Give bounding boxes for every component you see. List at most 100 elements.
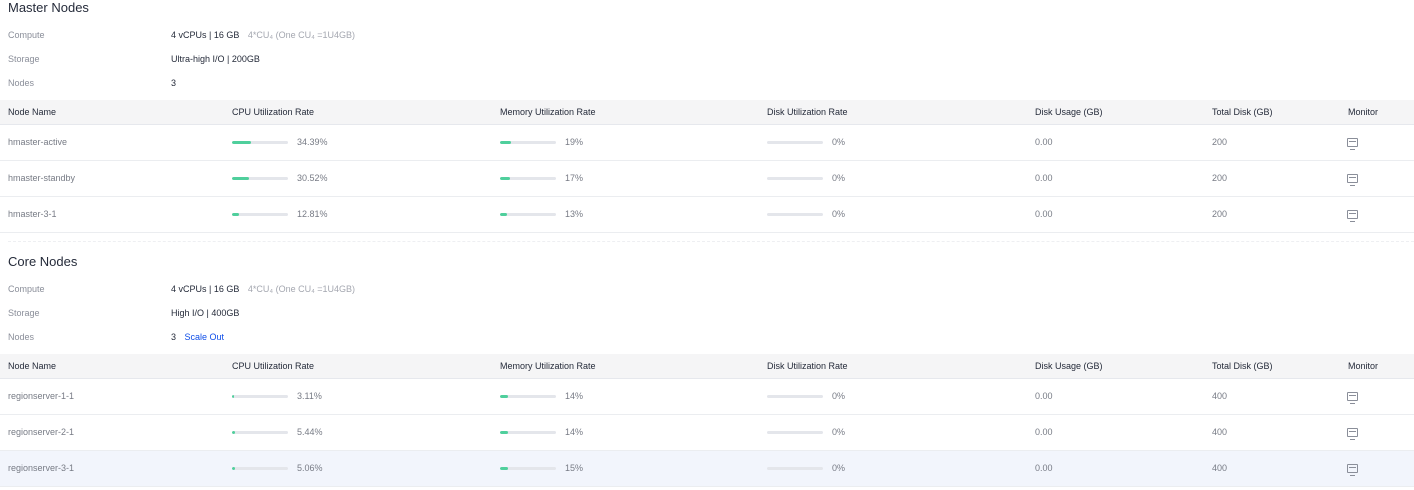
disk-usage-value: 0.00 [1035, 391, 1053, 401]
memory-rate-value: 13% [565, 209, 584, 219]
memory-progress-bar [500, 431, 556, 434]
disk-usage-value: 0.00 [1035, 209, 1053, 219]
master-compute-note: 4*CU₄ (One CU₄ =1U4GB) [247, 30, 356, 40]
cpu-progress-fill [232, 141, 252, 144]
monitor-icon[interactable] [1347, 392, 1358, 404]
master-section-title: Master Nodes [8, 0, 89, 15]
core-compute-spec: 4 vCPUs | 16 GB [171, 284, 240, 294]
disk-rate-value: 0% [832, 209, 846, 219]
col-node-name[interactable]: Node Name [8, 107, 57, 117]
cpu-progress-bar [232, 177, 288, 180]
disk-rate-value: 0% [832, 463, 846, 473]
col-monitor: Monitor [1348, 361, 1379, 371]
node-name: hmaster-standby [8, 173, 76, 183]
col-cpu-rate[interactable]: CPU Utilization Rate [232, 361, 315, 371]
col-disk-usage[interactable]: Disk Usage (GB) [1035, 361, 1103, 371]
col-memory-rate[interactable]: Memory Utilization Rate [500, 361, 596, 371]
col-memory-rate[interactable]: Memory Utilization Rate [500, 107, 596, 117]
master-nodes-value: 3 [171, 78, 177, 88]
col-total-disk[interactable]: Total Disk (GB) [1212, 107, 1273, 117]
core-compute-label: Compute [8, 284, 45, 294]
disk-rate-value: 0% [832, 391, 846, 401]
cpu-progress-fill [232, 431, 236, 434]
col-node-name[interactable]: Node Name [8, 361, 57, 371]
col-monitor: Monitor [1348, 107, 1379, 117]
table-row: regionserver-2-1 5.44% 14% 0% 0.00 400 [0, 415, 1414, 451]
core-table-body: regionserver-1-1 3.11% 14% 0% 0.00 400 r… [0, 379, 1414, 487]
disk-progress-bar [767, 213, 823, 216]
total-disk-value: 200 [1212, 209, 1228, 219]
col-disk-usage[interactable]: Disk Usage (GB) [1035, 107, 1103, 117]
master-storage-label: Storage [8, 54, 40, 64]
memory-progress-fill [500, 467, 509, 470]
monitor-icon[interactable] [1347, 138, 1358, 150]
cpu-rate-value: 30.52% [297, 173, 328, 183]
master-table-header: Node Name CPU Utilization Rate Memory Ut… [0, 100, 1414, 125]
memory-rate-value: 15% [565, 463, 584, 473]
table-row: regionserver-3-1 5.06% 15% 0% 0.00 400 [0, 451, 1414, 487]
col-disk-rate[interactable]: Disk Utilization Rate [767, 107, 848, 117]
core-storage-value: High I/O | 400GB [171, 308, 240, 318]
master-table-body: hmaster-active 34.39% 19% 0% 0.00 200 hm… [0, 125, 1414, 233]
core-nodes-label: Nodes [8, 332, 35, 342]
monitor-icon[interactable] [1347, 174, 1358, 186]
monitor-icon[interactable] [1347, 428, 1358, 440]
cpu-progress-bar [232, 467, 288, 470]
table-row: hmaster-3-1 12.81% 13% 0% 0.00 200 [0, 197, 1414, 233]
core-compute-note: 4*CU₄ (One CU₄ =1U4GB) [247, 284, 356, 294]
memory-progress-fill [500, 395, 508, 398]
cpu-progress-bar [232, 431, 288, 434]
disk-usage-value: 0.00 [1035, 137, 1053, 147]
memory-rate-value: 19% [565, 137, 584, 147]
cpu-progress-bar [232, 213, 288, 216]
disk-rate-value: 0% [832, 137, 846, 147]
col-cpu-rate[interactable]: CPU Utilization Rate [232, 107, 315, 117]
node-name: regionserver-3-1 [8, 463, 75, 473]
cpu-rate-value: 5.06% [297, 463, 323, 473]
disk-progress-bar [767, 467, 823, 470]
cpu-progress-fill [232, 213, 240, 216]
memory-progress-fill [500, 213, 508, 216]
disk-rate-value: 0% [832, 173, 846, 183]
memory-rate-value: 14% [565, 427, 584, 437]
memory-rate-value: 17% [565, 173, 584, 183]
disk-usage-value: 0.00 [1035, 463, 1053, 473]
node-name: regionserver-1-1 [8, 391, 75, 401]
col-disk-rate[interactable]: Disk Utilization Rate [767, 361, 848, 371]
master-nodes-table: Node Name CPU Utilization Rate Memory Ut… [0, 100, 1414, 233]
master-nodes-label: Nodes [8, 78, 35, 88]
monitor-icon[interactable] [1347, 464, 1358, 476]
cpu-progress-fill [232, 395, 234, 398]
cpu-rate-value: 12.81% [297, 209, 328, 219]
table-row: regionserver-1-1 3.11% 14% 0% 0.00 400 [0, 379, 1414, 415]
scale-out-link[interactable]: Scale Out [184, 332, 225, 342]
disk-usage-value: 0.00 [1035, 173, 1053, 183]
node-name: regionserver-2-1 [8, 427, 75, 437]
section-divider [8, 241, 1414, 242]
node-name: hmaster-3-1 [8, 209, 57, 219]
memory-rate-value: 14% [565, 391, 584, 401]
monitor-icon[interactable] [1347, 210, 1358, 222]
core-nodes-value: 3 Scale Out [171, 332, 224, 342]
disk-rate-value: 0% [832, 427, 846, 437]
master-compute-label: Compute [8, 30, 45, 40]
disk-progress-bar [767, 431, 823, 434]
cpu-rate-value: 5.44% [297, 427, 323, 437]
cpu-progress-bar [232, 395, 288, 398]
core-compute-value: 4 vCPUs | 16 GB 4*CU₄ (One CU₄ =1U4GB) [171, 284, 355, 294]
total-disk-value: 400 [1212, 463, 1228, 473]
core-section-title: Core Nodes [8, 254, 78, 269]
disk-progress-bar [767, 395, 823, 398]
memory-progress-bar [500, 467, 556, 470]
cpu-rate-value: 3.11% [297, 391, 322, 401]
core-storage-label: Storage [8, 308, 40, 318]
disk-progress-bar [767, 141, 823, 144]
col-total-disk[interactable]: Total Disk (GB) [1212, 361, 1273, 371]
table-row: hmaster-standby 30.52% 17% 0% 0.00 200 [0, 161, 1414, 197]
total-disk-value: 200 [1212, 137, 1228, 147]
total-disk-value: 400 [1212, 391, 1228, 401]
cpu-progress-fill [232, 467, 235, 470]
core-table-header: Node Name CPU Utilization Rate Memory Ut… [0, 354, 1414, 379]
cpu-progress-fill [232, 177, 250, 180]
